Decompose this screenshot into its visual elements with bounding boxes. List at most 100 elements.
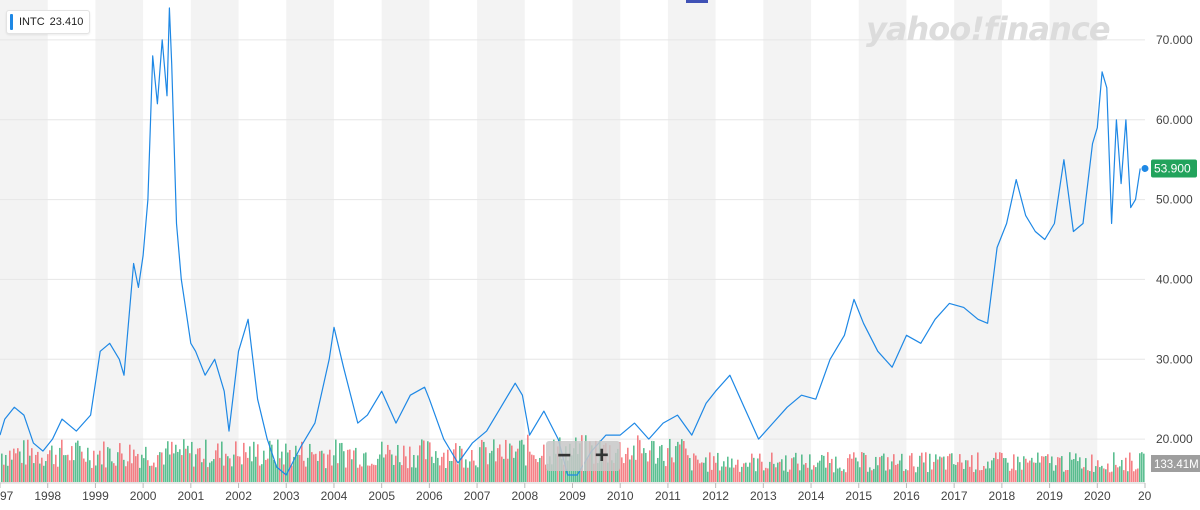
top-tab-indicator[interactable] [686,0,708,3]
volume-bar-up [335,439,337,482]
volume-bar-down [57,466,59,482]
volume-bar-down [347,449,349,482]
volume-bar-up [187,445,189,482]
volume-bar-down [157,455,159,482]
volume-bar-up [1049,463,1051,482]
volume-bar-down [639,440,641,482]
x-tick-label: 2006 [416,489,443,503]
volume-bar-up [633,445,635,482]
volume-bar-down [181,455,183,482]
volume-bar-up [167,441,169,482]
volume-bar-up [411,467,413,482]
volume-bar-up [917,466,919,482]
volume-bar-down [453,449,455,482]
y-tick-label: 50.000 [1156,193,1193,207]
volume-bar-down [735,464,737,482]
x-tick-label: 2015 [845,489,872,503]
year-band [1049,0,1098,483]
volume-bar-up [821,454,823,482]
volume-bar-up [317,460,319,482]
x-axis: 97 1998 1999 2000 2001 2002 2003 2004 2005 2006 20… [0,482,1152,503]
volume-bar-up [339,443,341,482]
x-tick-label: 2018 [989,489,1016,503]
volume-bar-up [63,455,65,482]
volume-bar-up [1007,462,1009,482]
volume-bar-up [241,464,243,482]
intc-price-line [0,7,1141,476]
volume-bar-down [665,466,667,482]
volume-bar-down [779,461,781,482]
volume-bar-up [651,440,653,482]
volume-bar-down [1135,469,1137,482]
series-legend[interactable]: INTC 23.410 [6,10,91,34]
volume-bar-down [977,452,979,482]
volume-bar-down [535,459,537,482]
volume-bar-up [935,454,937,482]
volume-bar-up [1035,462,1037,482]
volume-bar-down [667,448,669,482]
volume-bar-down [541,455,543,482]
volume-bar-down [353,450,355,482]
volume-bar-down [49,450,51,482]
volume-bar-up [1019,462,1021,482]
volume-bar-down [967,460,969,482]
volume-bar-up [163,464,165,482]
volume-bar-up [139,467,141,482]
volume-bar-up [987,461,989,482]
y-axis: 70.000 60.000 50.000 40.000 30.000 20.000 53.9… [1151,33,1200,472]
volume-bar-up [169,454,171,482]
volume-bar-down [797,463,799,482]
volume-bar-up [1089,471,1091,482]
volume-bar-up [11,459,13,482]
volume-bar-up [1075,453,1077,482]
grid-lines [0,39,1145,440]
volume-bar-up [449,460,451,482]
volume-bar-up [1055,465,1057,482]
x-tick-label: 2019 [1036,489,1063,503]
volume-bar-up [201,462,203,482]
zoom-controls: − + [546,441,620,471]
volume-bar-up [437,457,439,482]
volume-bar-up [43,465,45,482]
volume-bar-up [483,441,485,482]
volume-bar-down [135,456,137,482]
volume-bar-down [631,455,633,482]
volume-bar-up [493,439,495,482]
legend-symbol: INTC [19,16,45,28]
volume-bar-up [7,465,9,482]
volume-bar-up [823,455,825,482]
volume-bar-down [505,439,507,482]
volume-bar-down [1027,462,1029,482]
volume-bar-up [1017,456,1019,482]
volume-bar-down [1109,472,1111,482]
volume-bar-up [221,441,223,482]
volume-bar-up [965,460,967,482]
volume-bar-down [831,458,833,482]
volume-bar-up [657,457,659,482]
volume-bar-up [491,450,493,482]
volume-bar-up [1,453,3,482]
volume-bar-up [143,458,145,482]
volume-bar-up [1003,458,1005,482]
volume-bar-down [17,448,19,482]
volume-bar-down [245,452,247,482]
volume-bar-up [177,451,179,482]
volume-bar-up [183,439,185,482]
volume-bar-down [529,451,531,482]
volume-bar-down [319,451,321,482]
volume-bar-up [855,457,857,482]
volume-bar-down [893,454,895,482]
volume-bar-up [191,441,193,482]
volume-bar-down [303,460,305,482]
volume-bar-down [1133,471,1135,482]
volume-bar-up [391,454,393,482]
volume-bar-down [813,465,815,482]
zoom-out-button[interactable]: − [557,442,572,469]
volume-bar-up [1113,452,1115,482]
volume-bar-up [873,468,875,482]
zoom-in-button[interactable]: + [582,441,621,471]
volume-bar-down [447,449,449,482]
x-tick-label: 2013 [750,489,777,503]
